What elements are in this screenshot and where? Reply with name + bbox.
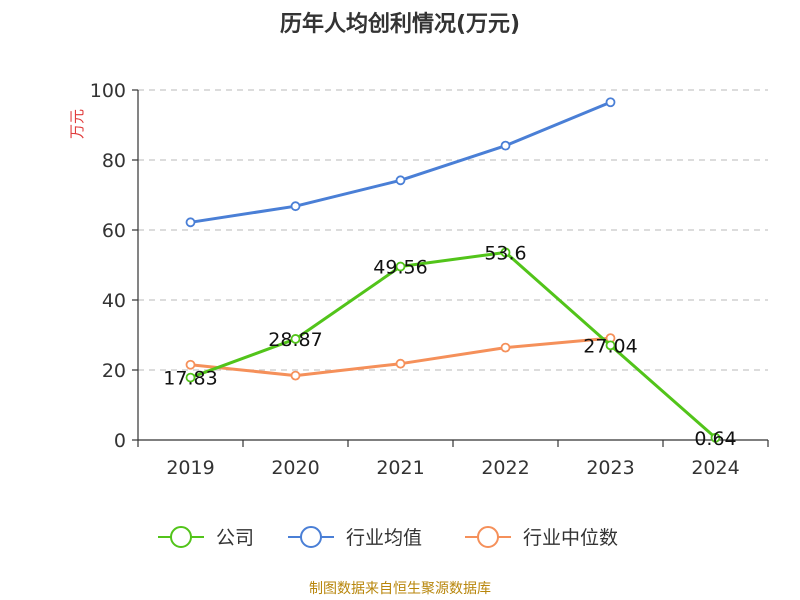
legend-label-行业均值: 行业均值 [346, 527, 422, 549]
y-axis-label: 万元 [68, 109, 86, 139]
point-行业中位数-2022 [500, 342, 511, 353]
data-label-2024: 0.64 [694, 428, 736, 450]
x-tick-label-2020: 2020 [271, 457, 319, 479]
y-tick-label-100: 100 [90, 80, 126, 102]
series-行业中位数 [185, 333, 616, 381]
point-公司-2022 [500, 247, 511, 258]
legend-item-行业均值: 行业均值 [288, 526, 422, 549]
y-tick-label-60: 60 [102, 220, 126, 242]
x-tick-label-2021: 2021 [376, 457, 424, 479]
x-tick-label-2019: 2019 [166, 457, 214, 479]
point-行业中位数-2020 [290, 370, 301, 381]
point-行业均值-2022 [500, 140, 511, 151]
point-行业均值-2020 [290, 201, 301, 212]
point-行业中位数-2021 [395, 358, 406, 369]
grid-lines [138, 89, 768, 371]
x-tick-label-2022: 2022 [481, 457, 529, 479]
data-label-2022: 53.6 [484, 242, 526, 264]
point-公司-2019 [185, 372, 196, 383]
series-行业均值 [185, 97, 616, 228]
data-label-2020: 28.87 [268, 329, 322, 351]
point-公司-2023 [605, 340, 616, 351]
legend-marker-公司 [170, 526, 192, 548]
point-行业均值-2019 [185, 217, 196, 228]
legend-marker-行业中位数 [477, 526, 499, 548]
legend: 公司 行业均值 行业中位数 [158, 526, 618, 549]
series-line-公司 [189, 250, 717, 439]
legend-label-行业中位数: 行业中位数 [523, 527, 618, 549]
x-tick-label-2024: 2024 [691, 457, 739, 479]
point-行业均值-2021 [395, 175, 406, 186]
point-行业均值-2023 [605, 97, 616, 108]
data-label-2019: 17.83 [163, 368, 217, 390]
legend-label-公司: 公司 [216, 527, 254, 549]
data-label-2023: 27.04 [583, 335, 637, 357]
chart-title: 历年人均创利情况(万元) [279, 12, 521, 37]
y-tick-label-80: 80 [102, 150, 126, 172]
point-行业中位数-2019 [185, 359, 196, 370]
legend-marker-行业均值 [300, 526, 322, 548]
series-line-行业均值 [190, 100, 612, 224]
y-tick-label-40: 40 [102, 290, 126, 312]
legend-item-公司: 公司 [158, 526, 254, 549]
source-note: 制图数据来自恒生聚源数据库 [309, 581, 491, 597]
y-tick-label-0: 0 [114, 430, 126, 452]
point-公司-2020 [290, 334, 301, 344]
legend-item-行业中位数: 行业中位数 [465, 526, 618, 549]
y-tick-label-20: 20 [102, 360, 126, 382]
x-tick-label-2023: 2023 [586, 457, 634, 479]
series-公司 [185, 247, 721, 443]
data-label-2021: 49.56 [373, 257, 427, 279]
point-公司-2021 [395, 261, 406, 272]
point-公司-2024 [710, 432, 721, 443]
series-group [185, 97, 721, 443]
data-labels: 17.83 28.87 49.56 53.6 27.04 0.64 [163, 242, 736, 449]
axes: 0 20 40 60 80 100 2019 2020 2021 2022 2023 2024 [90, 80, 769, 479]
